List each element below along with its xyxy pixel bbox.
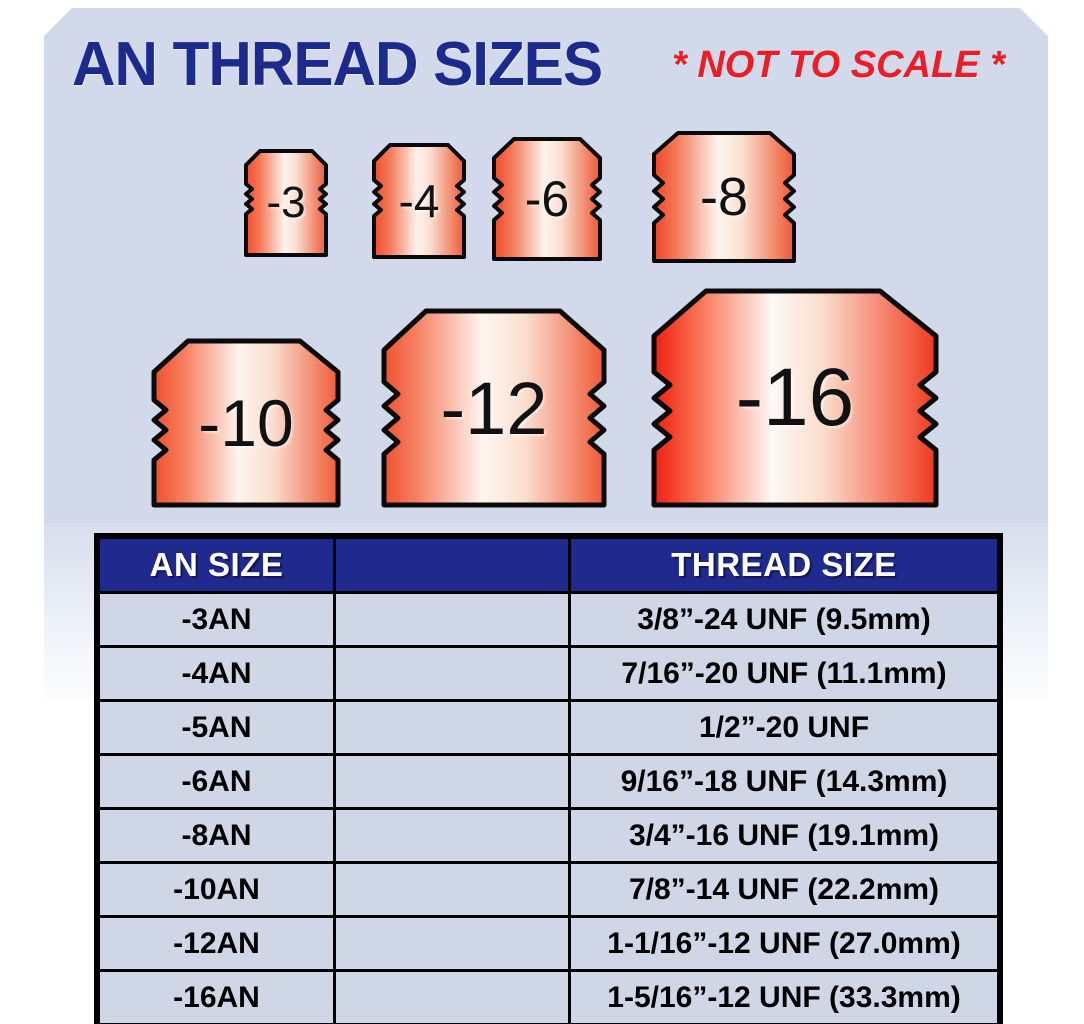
column-header-thread-size: THREAD SIZE — [568, 536, 1000, 594]
table-row: -6AN 9/16”-18 UNF (14.3mm) — [97, 753, 1000, 810]
thread-size-table: AN SIZE THREAD SIZE -3AN 3/8”-24 UNF (9.… — [97, 536, 1000, 1024]
cell-thread-size: 7/16”-20 UNF (11.1mm) — [568, 645, 1000, 702]
cell-an-size: -5AN — [97, 699, 336, 756]
cell-thread-size: 3/8”-24 UNF (9.5mm) — [568, 591, 1000, 648]
cell-an-size: -6AN — [97, 753, 336, 810]
cell-blank — [333, 591, 571, 648]
cell-blank — [333, 753, 571, 810]
cell-thread-size: 1-1/16”-12 UNF (27.0mm) — [568, 915, 1000, 972]
fitting-minus-8: -8 — [648, 130, 800, 264]
table-row: -4AN 7/16”-20 UNF (11.1mm) — [97, 645, 1000, 702]
table-row: -8AN 3/4”-16 UNF (19.1mm) — [97, 807, 1000, 864]
page-title: AN THREAD SIZES — [72, 30, 603, 99]
fitting-minus-12: -12 — [378, 308, 610, 508]
cell-blank — [333, 645, 571, 702]
cell-thread-size: 9/16”-18 UNF (14.3mm) — [568, 753, 1000, 810]
title-row: AN THREAD SIZES * NOT TO SCALE * — [0, 28, 1084, 104]
cell-an-size: -4AN — [97, 645, 336, 702]
column-header-an-size: AN SIZE — [97, 536, 336, 594]
table-row: -10AN 7/8”-14 UNF (22.2mm) — [97, 861, 1000, 918]
cell-blank — [333, 807, 571, 864]
cell-thread-size: 3/4”-16 UNF (19.1mm) — [568, 807, 1000, 864]
cell-an-size: -3AN — [97, 591, 336, 648]
cell-thread-size: 1/2”-20 UNF — [568, 699, 1000, 756]
not-to-scale-note: * NOT TO SCALE * — [672, 44, 1005, 86]
column-header-blank — [333, 536, 571, 594]
fitting-minus-16: -16 — [648, 288, 942, 508]
table-row: -5AN 1/2”-20 UNF — [97, 699, 1000, 756]
cell-an-size: -10AN — [97, 861, 336, 918]
cell-an-size: -16AN — [97, 969, 336, 1024]
cell-an-size: -8AN — [97, 807, 336, 864]
cell-blank — [333, 861, 571, 918]
table-row: -3AN 3/8”-24 UNF (9.5mm) — [97, 591, 1000, 648]
cell-blank — [333, 699, 571, 756]
cell-an-size: -12AN — [97, 915, 336, 972]
table-row: -12AN 1-1/16”-12 UNF (27.0mm) — [97, 915, 1000, 972]
table-row: -16AN 1-5/16”-12 UNF (33.3mm) — [97, 969, 1000, 1024]
fitting-minus-6: -6 — [488, 136, 606, 262]
cell-blank — [333, 969, 571, 1024]
cell-thread-size: 1-5/16”-12 UNF (33.3mm) — [568, 969, 1000, 1024]
fitting-minus-4: -4 — [368, 142, 470, 260]
fitting-minus-10: -10 — [148, 338, 344, 508]
fitting-minus-3: -3 — [240, 148, 332, 258]
cell-thread-size: 7/8”-14 UNF (22.2mm) — [568, 861, 1000, 918]
cell-blank — [333, 915, 571, 972]
table-header-row: AN SIZE THREAD SIZE — [97, 536, 1000, 594]
